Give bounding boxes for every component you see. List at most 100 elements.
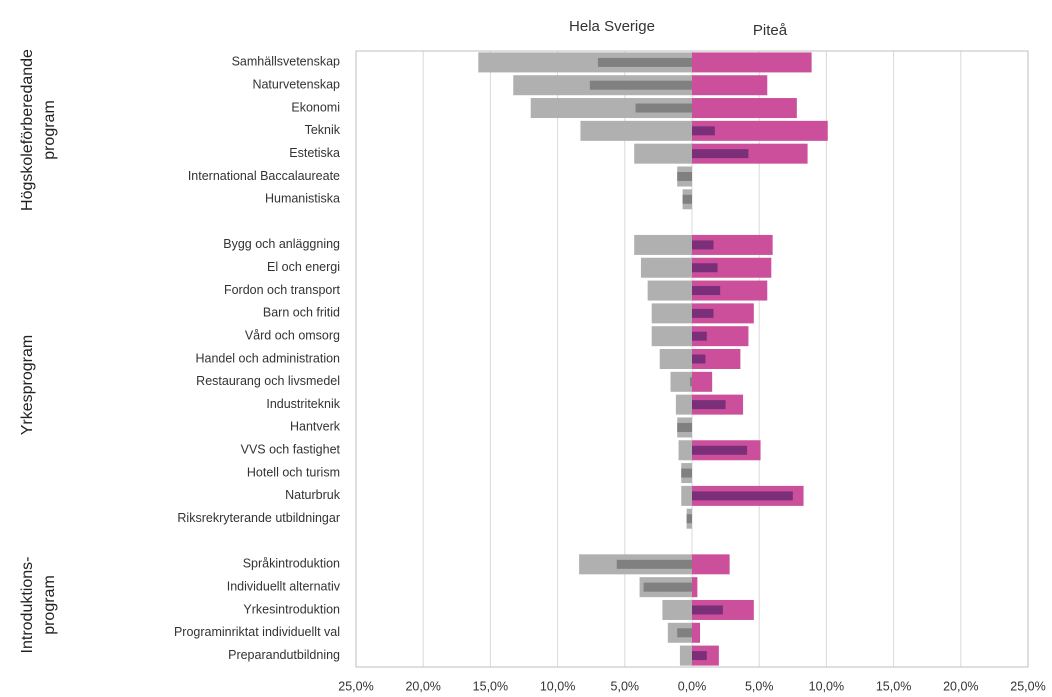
category-label: International Baccalaureate: [188, 169, 340, 183]
group-label: program: [41, 575, 58, 635]
category-label: Språkintroduktion: [243, 557, 340, 571]
bar: [478, 52, 692, 73]
category-label: Fordon och transport: [224, 283, 341, 297]
category-label: Preparandutbildning: [228, 648, 340, 662]
bar: [643, 582, 692, 592]
bar: [692, 126, 715, 136]
category-label: Yrkesintroduktion: [243, 602, 340, 616]
bar: [634, 143, 692, 164]
x-tick-label: 25,0%: [1010, 679, 1045, 693]
bar: [692, 240, 714, 250]
category-label: Samhällsvetenskap: [232, 55, 340, 69]
bar: [580, 120, 692, 141]
bar: [659, 349, 692, 369]
series-header: Piteå: [753, 22, 788, 39]
category-label: Industriteknik: [266, 397, 340, 411]
category-label: Teknik: [305, 123, 341, 137]
bar: [692, 286, 721, 296]
bar: [597, 57, 692, 67]
bar: [692, 491, 793, 501]
x-tick-label: 0,0%: [678, 679, 707, 693]
bar: [616, 559, 692, 569]
bar: [530, 98, 692, 119]
category-label: Bygg och anläggning: [223, 237, 340, 251]
bar: [692, 52, 812, 73]
bar: [692, 263, 718, 273]
category-label: Naturbruk: [285, 488, 341, 502]
x-tick-label: 20,0%: [405, 679, 440, 693]
bar: [682, 194, 692, 204]
x-tick-label: 10,0%: [809, 679, 844, 693]
category-label: VVS och fastighet: [241, 443, 341, 457]
bar: [692, 371, 713, 392]
bar: [662, 599, 692, 620]
x-tick-label: 20,0%: [943, 679, 978, 693]
x-tick-label: 10,0%: [540, 679, 575, 693]
category-label: Hotell och turism: [247, 465, 340, 479]
category-label: Programinriktat individuellt val: [174, 625, 340, 639]
bar: [640, 257, 692, 278]
bar: [692, 98, 797, 119]
bar: [692, 303, 754, 324]
category-label: Hantverk: [290, 420, 341, 434]
x-tick-label: 25,0%: [338, 679, 373, 693]
bar: [681, 485, 692, 506]
bar: [634, 234, 692, 255]
bar: [692, 349, 741, 369]
bar: [677, 422, 692, 432]
bar: [670, 371, 692, 392]
bar: [692, 445, 748, 455]
bar: [692, 651, 707, 661]
bar: [692, 400, 726, 410]
category-label: Restaurang och livsmedel: [196, 374, 340, 388]
bar: [677, 171, 692, 181]
bar: [692, 257, 772, 278]
bar: [677, 628, 692, 638]
bar: [692, 120, 828, 141]
bar: [635, 103, 692, 113]
bar: [589, 80, 692, 90]
bar: [681, 468, 692, 478]
bar: [692, 149, 749, 159]
bar: [686, 514, 692, 524]
category-label: Handel och administration: [195, 351, 340, 365]
category-label: Humanistiska: [265, 192, 340, 206]
category-label: Individuellt alternativ: [227, 579, 341, 593]
x-tick-label: 15,0%: [876, 679, 911, 693]
bar: [692, 354, 706, 364]
plot-border: [355, 50, 1029, 668]
bar: [692, 143, 808, 164]
bar: [675, 394, 692, 415]
category-label: El och energi: [267, 260, 340, 274]
group-label: Introduktions-: [19, 557, 36, 654]
series-header: Hela Sverige: [569, 18, 655, 35]
bar: [692, 577, 698, 598]
bar: [692, 326, 749, 347]
bar: [692, 554, 730, 575]
category-label: Estetiska: [289, 146, 340, 160]
x-tick-label: 15,0%: [473, 679, 508, 693]
bar: [692, 280, 768, 301]
bar: [647, 280, 692, 301]
group-label: Högskoleförberedande: [19, 49, 36, 211]
category-label: Naturvetenskap: [252, 78, 340, 92]
category-label: Vård och omsorg: [245, 328, 340, 342]
bar: [692, 75, 768, 96]
bar: [692, 622, 701, 643]
group-label: Yrkesprogram: [19, 335, 36, 435]
x-tick-label: 5,0%: [745, 679, 774, 693]
bar: [692, 605, 723, 615]
category-label: Riksrekryterande utbildningar: [177, 511, 340, 525]
bar: [679, 645, 692, 666]
bar: [689, 377, 692, 387]
bar: [651, 326, 692, 347]
bar: [692, 308, 714, 318]
group-label: program: [41, 100, 58, 160]
bar: [692, 331, 707, 341]
bar: [678, 440, 692, 461]
bar: [651, 303, 692, 324]
bar: [692, 234, 773, 255]
category-label: Ekonomi: [291, 100, 340, 114]
category-label: Barn och fritid: [263, 306, 340, 320]
